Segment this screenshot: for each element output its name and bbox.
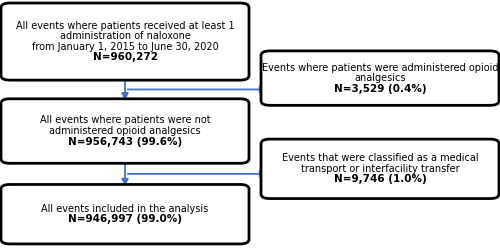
FancyBboxPatch shape — [1, 99, 249, 163]
Text: N=3,529 (0.4%): N=3,529 (0.4%) — [334, 84, 426, 94]
Text: administered opioid analgesics: administered opioid analgesics — [49, 126, 201, 136]
Text: Events where patients were administered opioid: Events where patients were administered … — [262, 62, 498, 73]
Text: Events that were classified as a medical: Events that were classified as a medical — [282, 153, 478, 163]
Text: from January 1, 2015 to June 30, 2020: from January 1, 2015 to June 30, 2020 — [32, 42, 218, 52]
Text: N=946,997 (99.0%): N=946,997 (99.0%) — [68, 214, 182, 225]
Text: N=960,272: N=960,272 — [92, 52, 158, 62]
Text: All events where patients were not: All events where patients were not — [40, 115, 210, 125]
FancyBboxPatch shape — [1, 184, 249, 244]
Text: All events where patients received at least 1: All events where patients received at le… — [16, 21, 234, 31]
FancyBboxPatch shape — [261, 51, 499, 105]
Text: analgesics: analgesics — [354, 73, 406, 83]
Text: N=9,746 (1.0%): N=9,746 (1.0%) — [334, 174, 426, 184]
FancyBboxPatch shape — [261, 139, 499, 199]
Text: administration of naloxone: administration of naloxone — [60, 31, 190, 41]
FancyBboxPatch shape — [1, 3, 249, 80]
Text: N=956,743 (99.6%): N=956,743 (99.6%) — [68, 137, 182, 147]
Text: transport or interfacility transfer: transport or interfacility transfer — [300, 164, 460, 174]
Text: All events included in the analysis: All events included in the analysis — [42, 204, 208, 214]
